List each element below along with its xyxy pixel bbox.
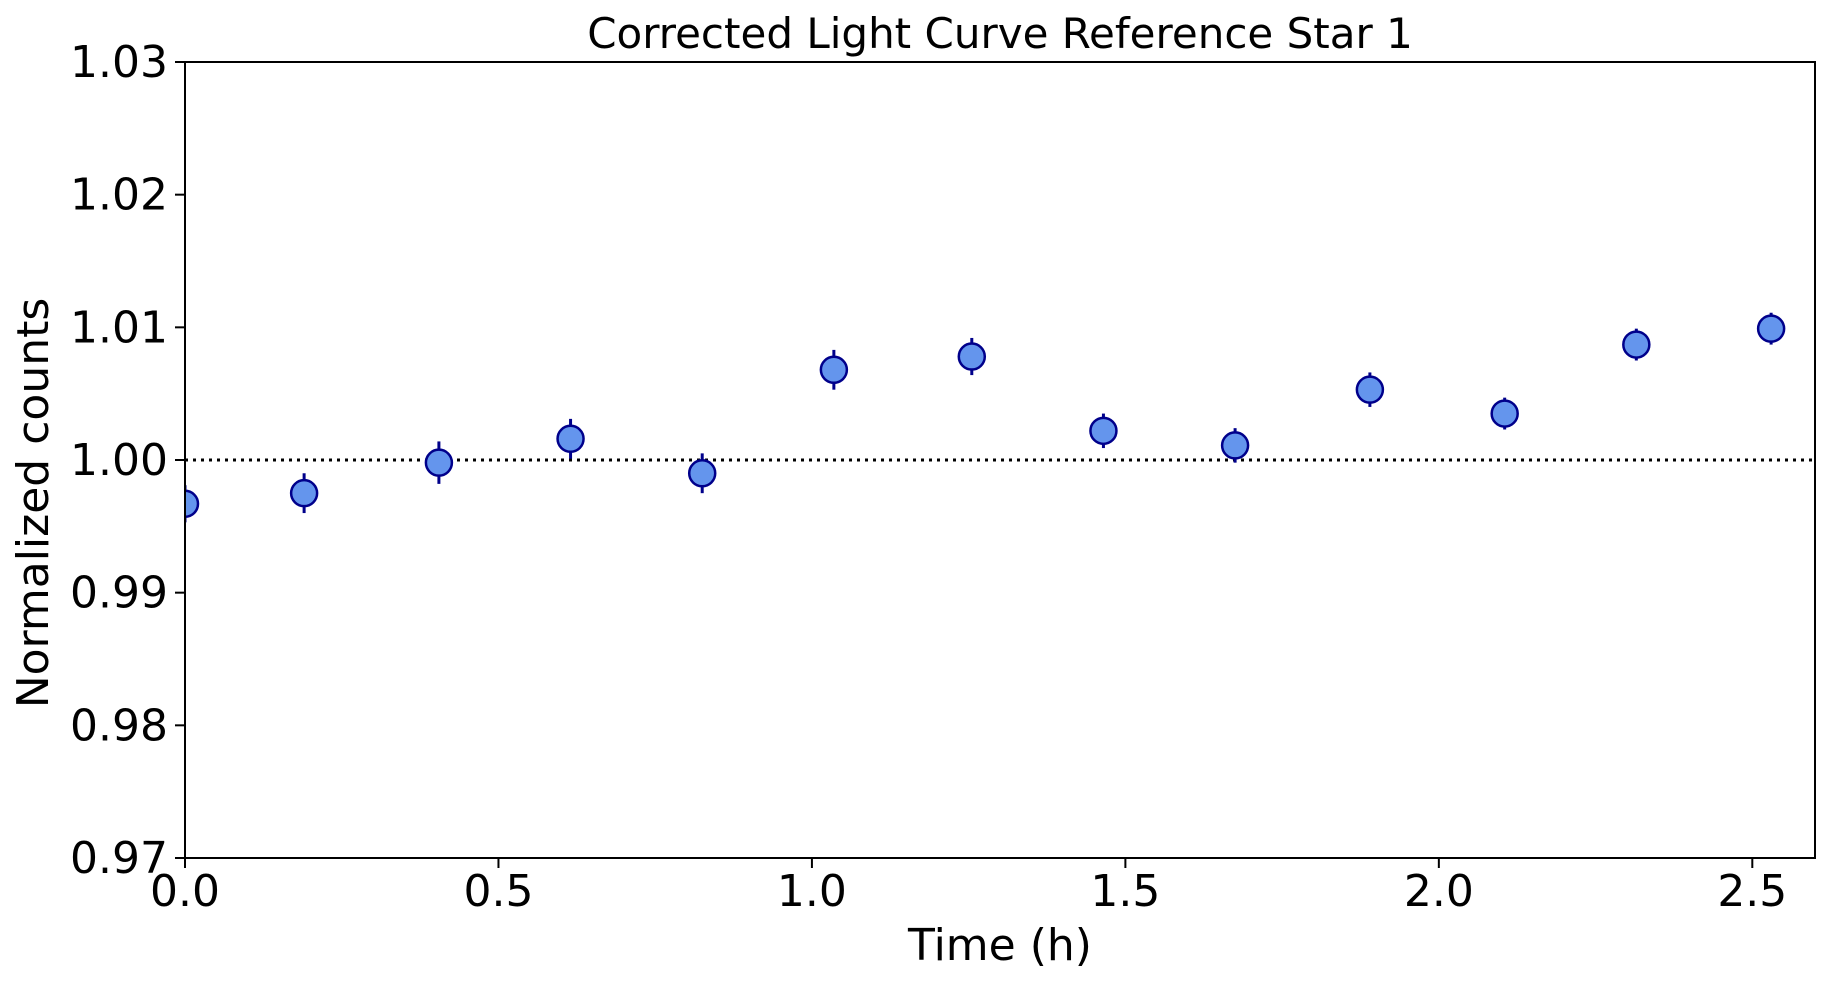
y-axis: 0.97 0.98 0.99 1.00 1.01 1.02 1.03 (70, 37, 185, 884)
x-tick-label: 1.0 (777, 866, 847, 917)
plot-area (184, 61, 1816, 859)
x-tick-label: 0.0 (150, 866, 220, 917)
y-tick-label: 0.97 (70, 833, 168, 884)
x-axis: 0.0 0.5 1.0 1.5 2.0 2.5 (150, 858, 1787, 917)
x-tick-label: 2.0 (1404, 866, 1474, 917)
data-point (1355, 375, 1385, 404)
data-point (185, 489, 200, 519)
data-point (424, 448, 454, 477)
data-point (556, 424, 585, 454)
y-tick-label: 1.00 (70, 435, 168, 486)
chart-title: Corrected Light Curve Reference Star 1 (587, 9, 1413, 58)
data-point (1490, 399, 1519, 428)
y-tick-label: 1.02 (70, 170, 168, 221)
data-point (1220, 431, 1250, 460)
y-tick-label: 0.99 (70, 568, 168, 619)
data-point (1622, 330, 1651, 359)
x-tick-label: 0.5 (463, 866, 533, 917)
data-point (1756, 314, 1786, 343)
data-series (185, 312, 1786, 523)
data-point (819, 355, 849, 385)
data-point (957, 342, 987, 371)
data-point (1089, 416, 1118, 446)
y-axis-label: Normalized counts (8, 298, 59, 709)
data-point (687, 459, 717, 488)
y-tick-label: 0.98 (70, 700, 168, 751)
y-tick-label: 1.01 (70, 302, 168, 353)
y-tick-label: 1.03 (70, 37, 168, 88)
x-axis-label: Time (h) (907, 920, 1092, 971)
x-tick-label: 2.5 (1717, 866, 1787, 917)
data-point (289, 478, 319, 508)
x-tick-label: 1.5 (1090, 866, 1160, 917)
